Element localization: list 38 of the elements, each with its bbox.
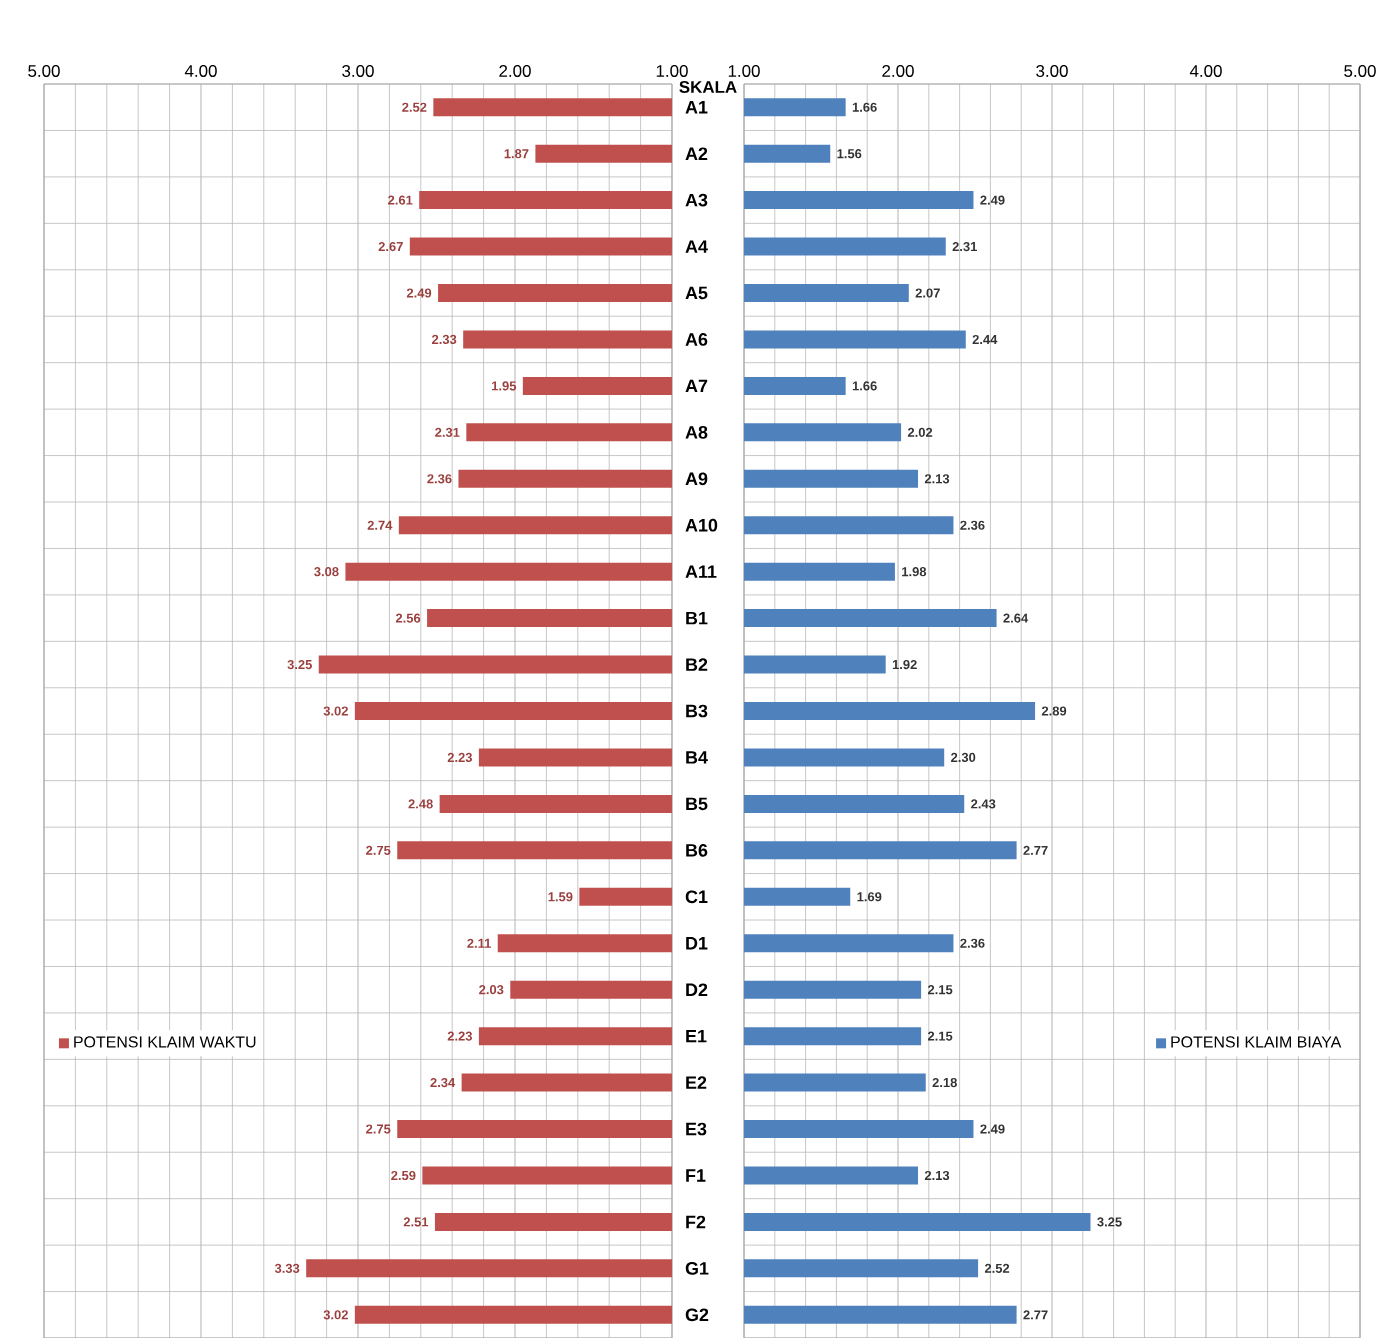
y-tick-label: B2: [686, 658, 708, 671]
y-tick-label: B1: [686, 611, 708, 625]
y-tick-label: E2: [686, 1076, 707, 1089]
y-tick-label: B4: [686, 751, 708, 764]
x-tick-label: 2.00: [499, 64, 531, 77]
y-tick-label: G1: [685, 1261, 709, 1275]
y-tick-label: A3: [685, 193, 708, 207]
y-tick-label: D1: [686, 937, 708, 950]
y-tick-label: A6: [685, 333, 708, 346]
y-tick-label: G2: [685, 1308, 709, 1322]
x-tick-label: 4.00: [184, 64, 217, 77]
x-tick-label: 1.00: [728, 64, 760, 77]
y-tick-label: C1: [685, 890, 708, 904]
y-tick-label: B5: [686, 797, 708, 811]
y-tick-label: A11: [685, 565, 717, 578]
y-tick-label: B3: [686, 704, 708, 718]
y-tick-label: A5: [685, 286, 708, 300]
x-tick-label: 3.00: [342, 64, 374, 77]
x-tick-label: 4.00: [1189, 64, 1222, 77]
y-tick-label: A10: [685, 518, 718, 532]
y-tick-label: F1: [686, 1169, 706, 1182]
x-tick-label: 2.00: [882, 64, 914, 77]
y-tick-label: A9: [685, 472, 708, 486]
y-tick-label: A1: [685, 101, 708, 114]
y-tick-label: D2: [686, 983, 708, 996]
x-tick-label: 5.00: [1344, 64, 1376, 77]
y-tick-label: A4: [685, 240, 708, 253]
y-tick-label: F2: [686, 1215, 706, 1229]
x-tick-label: 3.00: [1036, 64, 1068, 77]
y-axis-title: SKALA: [679, 80, 737, 93]
x-tick-label: 5.00: [28, 64, 60, 77]
y-tick-label: A2: [685, 147, 708, 160]
y-tick-label: B6: [686, 843, 708, 857]
y-tick-label: E3: [686, 1122, 707, 1136]
x-tick-label: 1.00: [656, 64, 688, 77]
y-tick-label: A8: [685, 425, 708, 439]
y-tick-label: A7: [685, 379, 708, 393]
y-tick-label: E1: [686, 1029, 707, 1043]
